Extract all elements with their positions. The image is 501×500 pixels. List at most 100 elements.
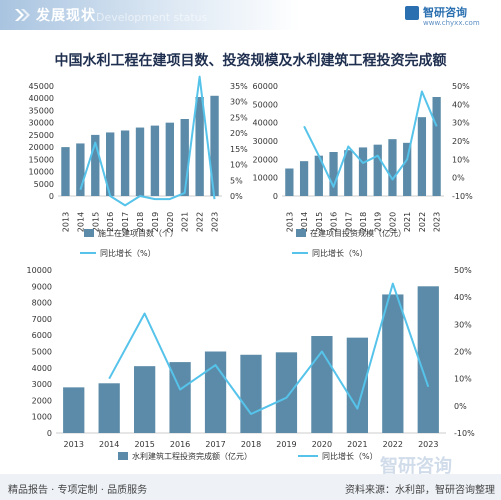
chart1-bar: [150, 125, 160, 196]
chart3-bar: [382, 294, 404, 433]
chart3-growth-line: [108, 282, 430, 415]
chart3-ytick-right: 50%: [454, 266, 472, 275]
chart1-bar: [195, 97, 204, 196]
chart3-bar: [311, 336, 333, 433]
chart3-ytick-left: 10000: [27, 266, 52, 275]
chart3-ytick-left: 6000: [32, 331, 52, 340]
chart1-xtick: 2021: [181, 212, 190, 232]
chart2-bar: [388, 139, 397, 196]
chart1-ytick-left: 15000: [29, 155, 54, 164]
chart1-bar: [91, 134, 100, 196]
chart1-growth-line: [79, 75, 216, 207]
chart3-bar: [169, 362, 191, 433]
chart3-xtick: 2015: [134, 440, 154, 449]
chart1-xtick: 2022: [196, 212, 205, 232]
chart3-legend-line-label: 同比增长（%）: [322, 451, 378, 461]
chart2-ytick-right: 50%: [452, 82, 470, 91]
chart2-ytick-left: 20000: [253, 155, 278, 164]
chart3-xtick: 2019: [276, 440, 296, 449]
chart1-ytick-right: 30%: [230, 98, 248, 107]
chart1-ytick-right: 10%: [230, 161, 248, 170]
chart1-legend-line-label: 同比增长（%）: [100, 248, 156, 258]
chart2-xtick: 2019: [374, 212, 383, 232]
chart2-ytick-right: 20%: [452, 137, 470, 146]
section-watermark: Development status: [96, 11, 208, 24]
chart2-bar: [344, 150, 353, 196]
chart2-ytick-left: 0: [273, 192, 278, 201]
chart2-xtick: 2013: [285, 212, 294, 232]
chart2-ytick-right: 10%: [452, 155, 470, 164]
chart3-bar: [98, 383, 120, 433]
chart3-ytick-left: 0: [47, 429, 52, 438]
chart1-ytick-right: 20%: [230, 129, 248, 138]
chart1-ytick-left: 25000: [29, 131, 54, 140]
chart1-legend-bar-swatch: [84, 229, 94, 237]
chart1-ytick-left: 5000: [34, 180, 54, 189]
chart1-bar: [61, 147, 70, 196]
chart1-ytick-right: 35%: [230, 82, 248, 91]
chart3-bar: [204, 351, 227, 433]
chart3-ytick-left: 5000: [32, 348, 52, 357]
chart1-ytick-left: 40000: [29, 94, 54, 103]
chart3-ytick-left: 8000: [32, 299, 52, 308]
chart3-legend-bar-swatch: [118, 452, 128, 460]
chart2-xtick: 2016: [330, 212, 339, 232]
chart3-bar: [417, 286, 439, 433]
chart3-ytick-left: 3000: [32, 380, 52, 389]
chart3-xtick: 2021: [347, 440, 367, 449]
chart3-ytick-right: 20%: [454, 348, 472, 357]
chart2-ytick-left: 10000: [253, 174, 278, 183]
footer-watermark: 智研咨询: [380, 456, 452, 477]
footer-source: 资料来源：水利部，智研咨询整理: [345, 485, 495, 496]
chart2-xtick: 2018: [359, 212, 368, 232]
chart3-ytick-right: -10%: [454, 429, 475, 438]
chart2-xtick: 2023: [433, 212, 442, 232]
header-banner: 发展现状 Development status: [0, 0, 300, 30]
chart2-ytick-left: 30000: [253, 137, 278, 146]
chart3-ytick-right: 30%: [454, 320, 472, 329]
chart2-xtick: 2017: [344, 212, 353, 232]
chart1-bar: [165, 122, 174, 196]
chart3-xtick: 2023: [418, 440, 438, 449]
chart3-xtick: 2022: [383, 440, 403, 449]
chart1-ytick-left: 30000: [29, 119, 54, 128]
chart1-legend-bar-label: 施工在建项目数（个）: [98, 228, 178, 238]
brand-url[interactable]: www.chyxx.com: [423, 19, 480, 27]
chart2-xtick: 2015: [315, 212, 324, 232]
chart2-ytick-left: 60000: [253, 82, 278, 91]
chart1-xtick: 2015: [91, 212, 100, 232]
chart3-xtick: 2018: [241, 440, 261, 449]
chart2-bar: [373, 144, 382, 196]
chart1-bar: [76, 143, 85, 196]
chart2-growth-line: [303, 90, 438, 188]
chart3-bar: [63, 387, 85, 433]
chart3-bar: [346, 337, 368, 433]
chart2-bar: [299, 161, 309, 196]
chart2-xtick: 2022: [418, 212, 427, 232]
chart2-xtick: 2021: [403, 212, 412, 232]
chart1-bar: [120, 130, 130, 196]
chart3-legend-bar-label: 水利建筑工程投资完成额（亿元）: [132, 451, 252, 461]
chart3-bar: [240, 354, 262, 433]
chart3-bar: [275, 352, 298, 433]
chart3-ytick-right: 10%: [454, 375, 472, 384]
chart1-bar: [135, 127, 145, 196]
chart1-xtick: 2013: [61, 212, 70, 232]
chart3-ytick-left: 1000: [32, 413, 52, 422]
chart2-ytick-right: 0%: [452, 174, 465, 183]
chart1-ytick-left: 0: [49, 192, 54, 201]
chart3-ytick-right: 40%: [454, 293, 472, 302]
chart2-xtick: 2014: [300, 212, 309, 232]
brand-name: 智研咨询: [423, 6, 467, 19]
chart1-ytick-right: 15%: [230, 145, 248, 154]
chart2-legend-bar-swatch: [296, 229, 306, 237]
chart3-xtick: 2016: [170, 440, 190, 449]
chart2-bar: [285, 168, 294, 196]
chart2-bar: [432, 97, 441, 196]
chart1-xtick: 2019: [151, 212, 160, 232]
chart2-ytick-left: 50000: [253, 100, 278, 109]
chart2-bar: [417, 117, 427, 196]
page-header: 发展现状 Development status 智研咨询 www.chyxx.c…: [0, 0, 501, 30]
chart3-ytick-left: 9000: [32, 282, 52, 291]
